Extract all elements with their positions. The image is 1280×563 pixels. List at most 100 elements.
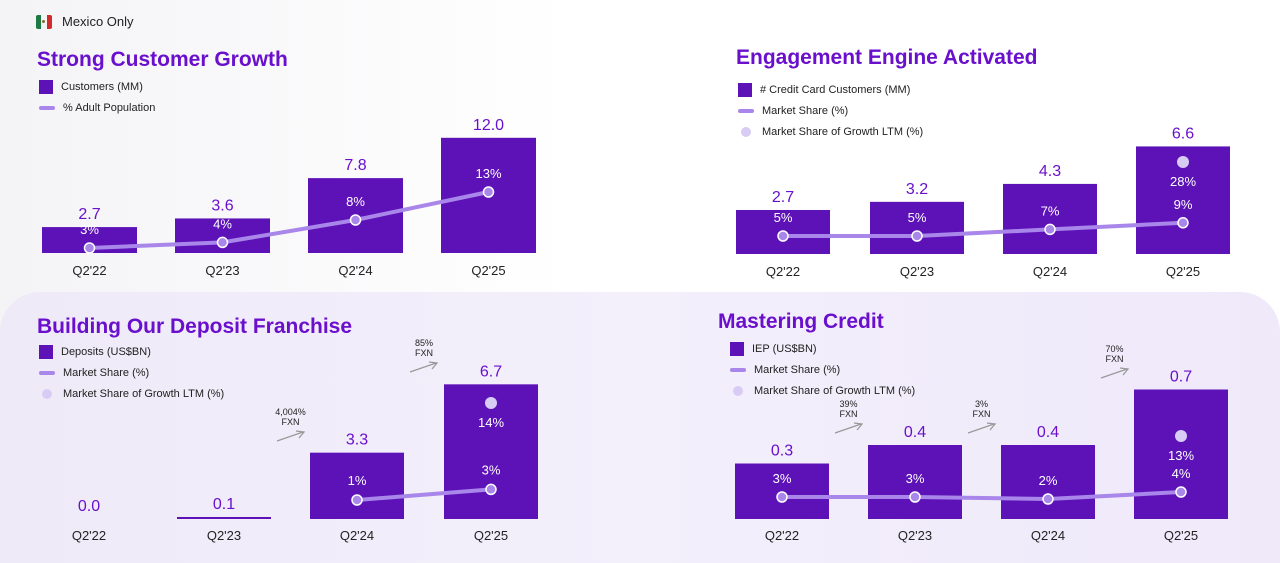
share-point xyxy=(777,230,789,242)
share-point xyxy=(83,242,96,254)
line-swatch-icon xyxy=(730,368,746,372)
legend-item-bars: IEP (US$BN) xyxy=(730,342,817,356)
bar-value-label: 0.4 xyxy=(1037,424,1059,441)
legend-label: Market Share of Growth LTM (%) xyxy=(754,385,916,397)
share-line xyxy=(780,490,1183,501)
bar-value-label: 3.3 xyxy=(346,432,368,449)
x-tick-label: Q2'23 xyxy=(207,528,241,543)
legend-item-line: Market Share (%) xyxy=(39,367,149,379)
bar xyxy=(1001,445,1095,519)
legend-label: # Credit Card Customers (MM) xyxy=(760,84,911,96)
share-label: 3% xyxy=(773,471,792,486)
region-label: Mexico Only xyxy=(62,14,134,29)
fxn-annotation: 39% FXN xyxy=(829,399,869,435)
x-tick-label: Q2'24 xyxy=(1033,264,1067,279)
x-tick-label: Q2'23 xyxy=(898,528,932,543)
legend-label: IEP (US$BN) xyxy=(752,343,817,355)
chart-title: Strong Customer Growth xyxy=(37,48,288,71)
share-point xyxy=(351,494,363,506)
fxn-text: FXN xyxy=(281,416,300,427)
bar-value-label: 4.3 xyxy=(1039,163,1061,180)
x-tick-label: Q2'25 xyxy=(1166,264,1200,279)
bar-value-label: 6.6 xyxy=(1172,125,1194,142)
legend-item-dot: Market Share of Growth LTM (%) xyxy=(730,385,915,397)
bar-value-label: 0.0 xyxy=(78,498,100,515)
share-line xyxy=(781,220,1185,238)
legend-item-line: Market Share (%) xyxy=(738,105,848,117)
share-point xyxy=(1044,223,1056,236)
arrow-up-right-icon xyxy=(276,430,305,442)
growth-share-label: 14% xyxy=(478,415,504,430)
x-tick-label: Q2'22 xyxy=(765,528,799,543)
x-tick-label: Q2'23 xyxy=(900,264,934,279)
deposit-franchise-chart: 0.0 Q2'22 0.1 Q2'23 3.3 Q2'24 6.7 Q2'25 1% 3% 14% xyxy=(72,363,538,543)
bar-value-label: 2.7 xyxy=(78,206,100,223)
share-label: 5% xyxy=(908,210,927,225)
bar xyxy=(868,445,962,519)
share-point xyxy=(1042,493,1054,505)
growth-share-dot xyxy=(1175,430,1187,442)
share-point xyxy=(1175,486,1187,498)
dot-swatch-icon xyxy=(733,386,743,396)
deposit-franchise-panel: Building Our Deposit Franchise Deposits … xyxy=(37,315,557,555)
bar-value-label: 2.7 xyxy=(772,189,794,206)
bar xyxy=(177,516,271,519)
legend-label: Customers (MM) xyxy=(61,81,143,93)
share-label: 4% xyxy=(213,216,232,231)
share-label: 7% xyxy=(1041,203,1060,218)
share-label: 8% xyxy=(346,194,365,209)
bar-value-label: 0.7 xyxy=(1170,369,1192,386)
chart-title: Mastering Credit xyxy=(718,310,884,333)
mastering-credit-panel: Mastering Credit IEP (US$BN) Market Shar… xyxy=(718,310,1258,555)
share-line xyxy=(87,190,491,250)
mexico-flag-icon xyxy=(36,14,52,29)
share-point xyxy=(349,214,362,226)
fxn-text: 70% xyxy=(1105,343,1124,354)
arrow-up-right-icon xyxy=(967,422,996,434)
legend-item-dot: Market Share of Growth LTM (%) xyxy=(738,126,923,138)
fxn-annotation: 3% FXN xyxy=(962,399,1002,435)
customer-growth-chart: 2.7 Q2'22 3.6 Q2'23 7.8 Q2'24 12.0 Q2'25 3% 4% 8% 1… xyxy=(42,117,536,278)
x-tick-label: Q2'22 xyxy=(72,263,106,278)
legend-label: Market Share (%) xyxy=(63,367,150,379)
dot-swatch-icon xyxy=(42,389,52,399)
chart-title: Building Our Deposit Franchise xyxy=(37,315,353,338)
bar xyxy=(310,452,404,519)
fxn-text: FXN xyxy=(415,348,433,359)
x-tick-label: Q2'24 xyxy=(1031,528,1065,543)
chart-title: Engagement Engine Activated xyxy=(736,46,1038,69)
bar-value-label: 12.0 xyxy=(473,117,504,134)
fxn-annotation: 70% FXN xyxy=(1095,344,1135,380)
bar-swatch-icon xyxy=(39,345,53,359)
share-label: 13% xyxy=(475,166,501,181)
legend-item-line: % Adult Population xyxy=(39,102,155,114)
share-label: 2% xyxy=(1039,473,1058,488)
share-point xyxy=(776,491,788,503)
legend-item-dot: Market Share of Growth LTM (%) xyxy=(39,388,224,400)
x-tick-label: Q2'25 xyxy=(1164,528,1198,543)
share-point xyxy=(216,236,229,249)
bar-value-label: 7.8 xyxy=(344,157,366,174)
line-swatch-icon xyxy=(39,106,55,110)
legend-label: Market Share (%) xyxy=(754,364,841,376)
bar xyxy=(870,201,964,254)
share-label: 3% xyxy=(906,471,925,486)
legend-item-bars: Customers (MM) xyxy=(39,80,143,94)
bar-value-label: 3.6 xyxy=(211,197,233,214)
customer-growth-panel: Strong Customer Growth Customers (MM) % … xyxy=(37,48,557,288)
share-label: 4% xyxy=(1172,466,1191,481)
fxn-text: FXN xyxy=(1105,353,1124,364)
legend-label: Market Share of Growth LTM (%) xyxy=(63,388,225,400)
share-point xyxy=(485,483,497,496)
x-tick-label: Q2'22 xyxy=(766,264,800,279)
x-tick-label: Q2'24 xyxy=(338,263,372,278)
x-tick-label: Q2'23 xyxy=(205,263,239,278)
legend-label: Deposits (US$BN) xyxy=(61,346,151,358)
x-tick-label: Q2'25 xyxy=(471,263,505,278)
bar-value-label: 0.4 xyxy=(904,424,926,441)
bar-value-label: 3.2 xyxy=(906,181,928,198)
growth-share-label: 13% xyxy=(1168,448,1194,463)
mastering-credit-chart: 0.3 Q2'22 0.4 Q2'23 0.4 Q2'24 0.7 Q2'25 3% 3% 2% 4%… xyxy=(735,369,1228,543)
growth-share-dot xyxy=(1177,156,1189,168)
share-line xyxy=(355,487,493,502)
